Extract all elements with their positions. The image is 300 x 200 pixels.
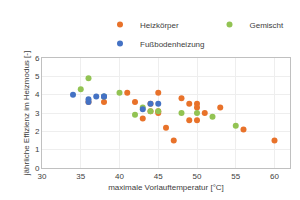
svg-text:0: 0 [35,164,40,173]
svg-text:4: 4 [35,90,40,99]
svg-text:40: 40 [115,172,124,181]
svg-text:50: 50 [193,172,202,181]
svg-text:Fußbodenheizung: Fußbodenheizung [140,40,205,49]
svg-text:55: 55 [231,172,240,181]
svg-text:Heizkörper: Heizkörper [140,21,179,30]
svg-text:3: 3 [35,109,40,118]
svg-text:jährliche Effizienz im Heizmod: jährliche Effizienz im Heizmodus [-] [22,51,31,176]
svg-text:5: 5 [35,72,40,81]
svg-text:maximale Vorlauftemperatur [°C: maximale Vorlauftemperatur [°C] [108,183,224,192]
svg-text:60: 60 [270,172,279,181]
svg-text:45: 45 [154,172,163,181]
svg-text:Gemischt: Gemischt [250,21,285,30]
svg-text:1: 1 [35,145,40,154]
svg-text:6: 6 [35,54,40,63]
svg-text:2: 2 [35,127,40,136]
svg-text:30: 30 [38,172,47,181]
svg-text:35: 35 [76,172,85,181]
